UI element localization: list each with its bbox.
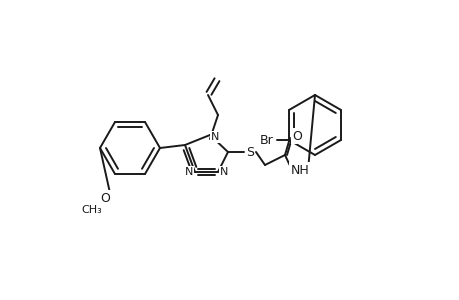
Text: S: S <box>246 146 253 158</box>
Text: NH: NH <box>290 164 309 176</box>
Text: CH₃: CH₃ <box>81 205 102 215</box>
Text: Br: Br <box>259 134 273 146</box>
Text: N: N <box>219 167 228 177</box>
Text: N: N <box>210 132 218 142</box>
Text: O: O <box>100 191 110 205</box>
Text: N: N <box>185 167 193 177</box>
Text: O: O <box>291 130 301 142</box>
